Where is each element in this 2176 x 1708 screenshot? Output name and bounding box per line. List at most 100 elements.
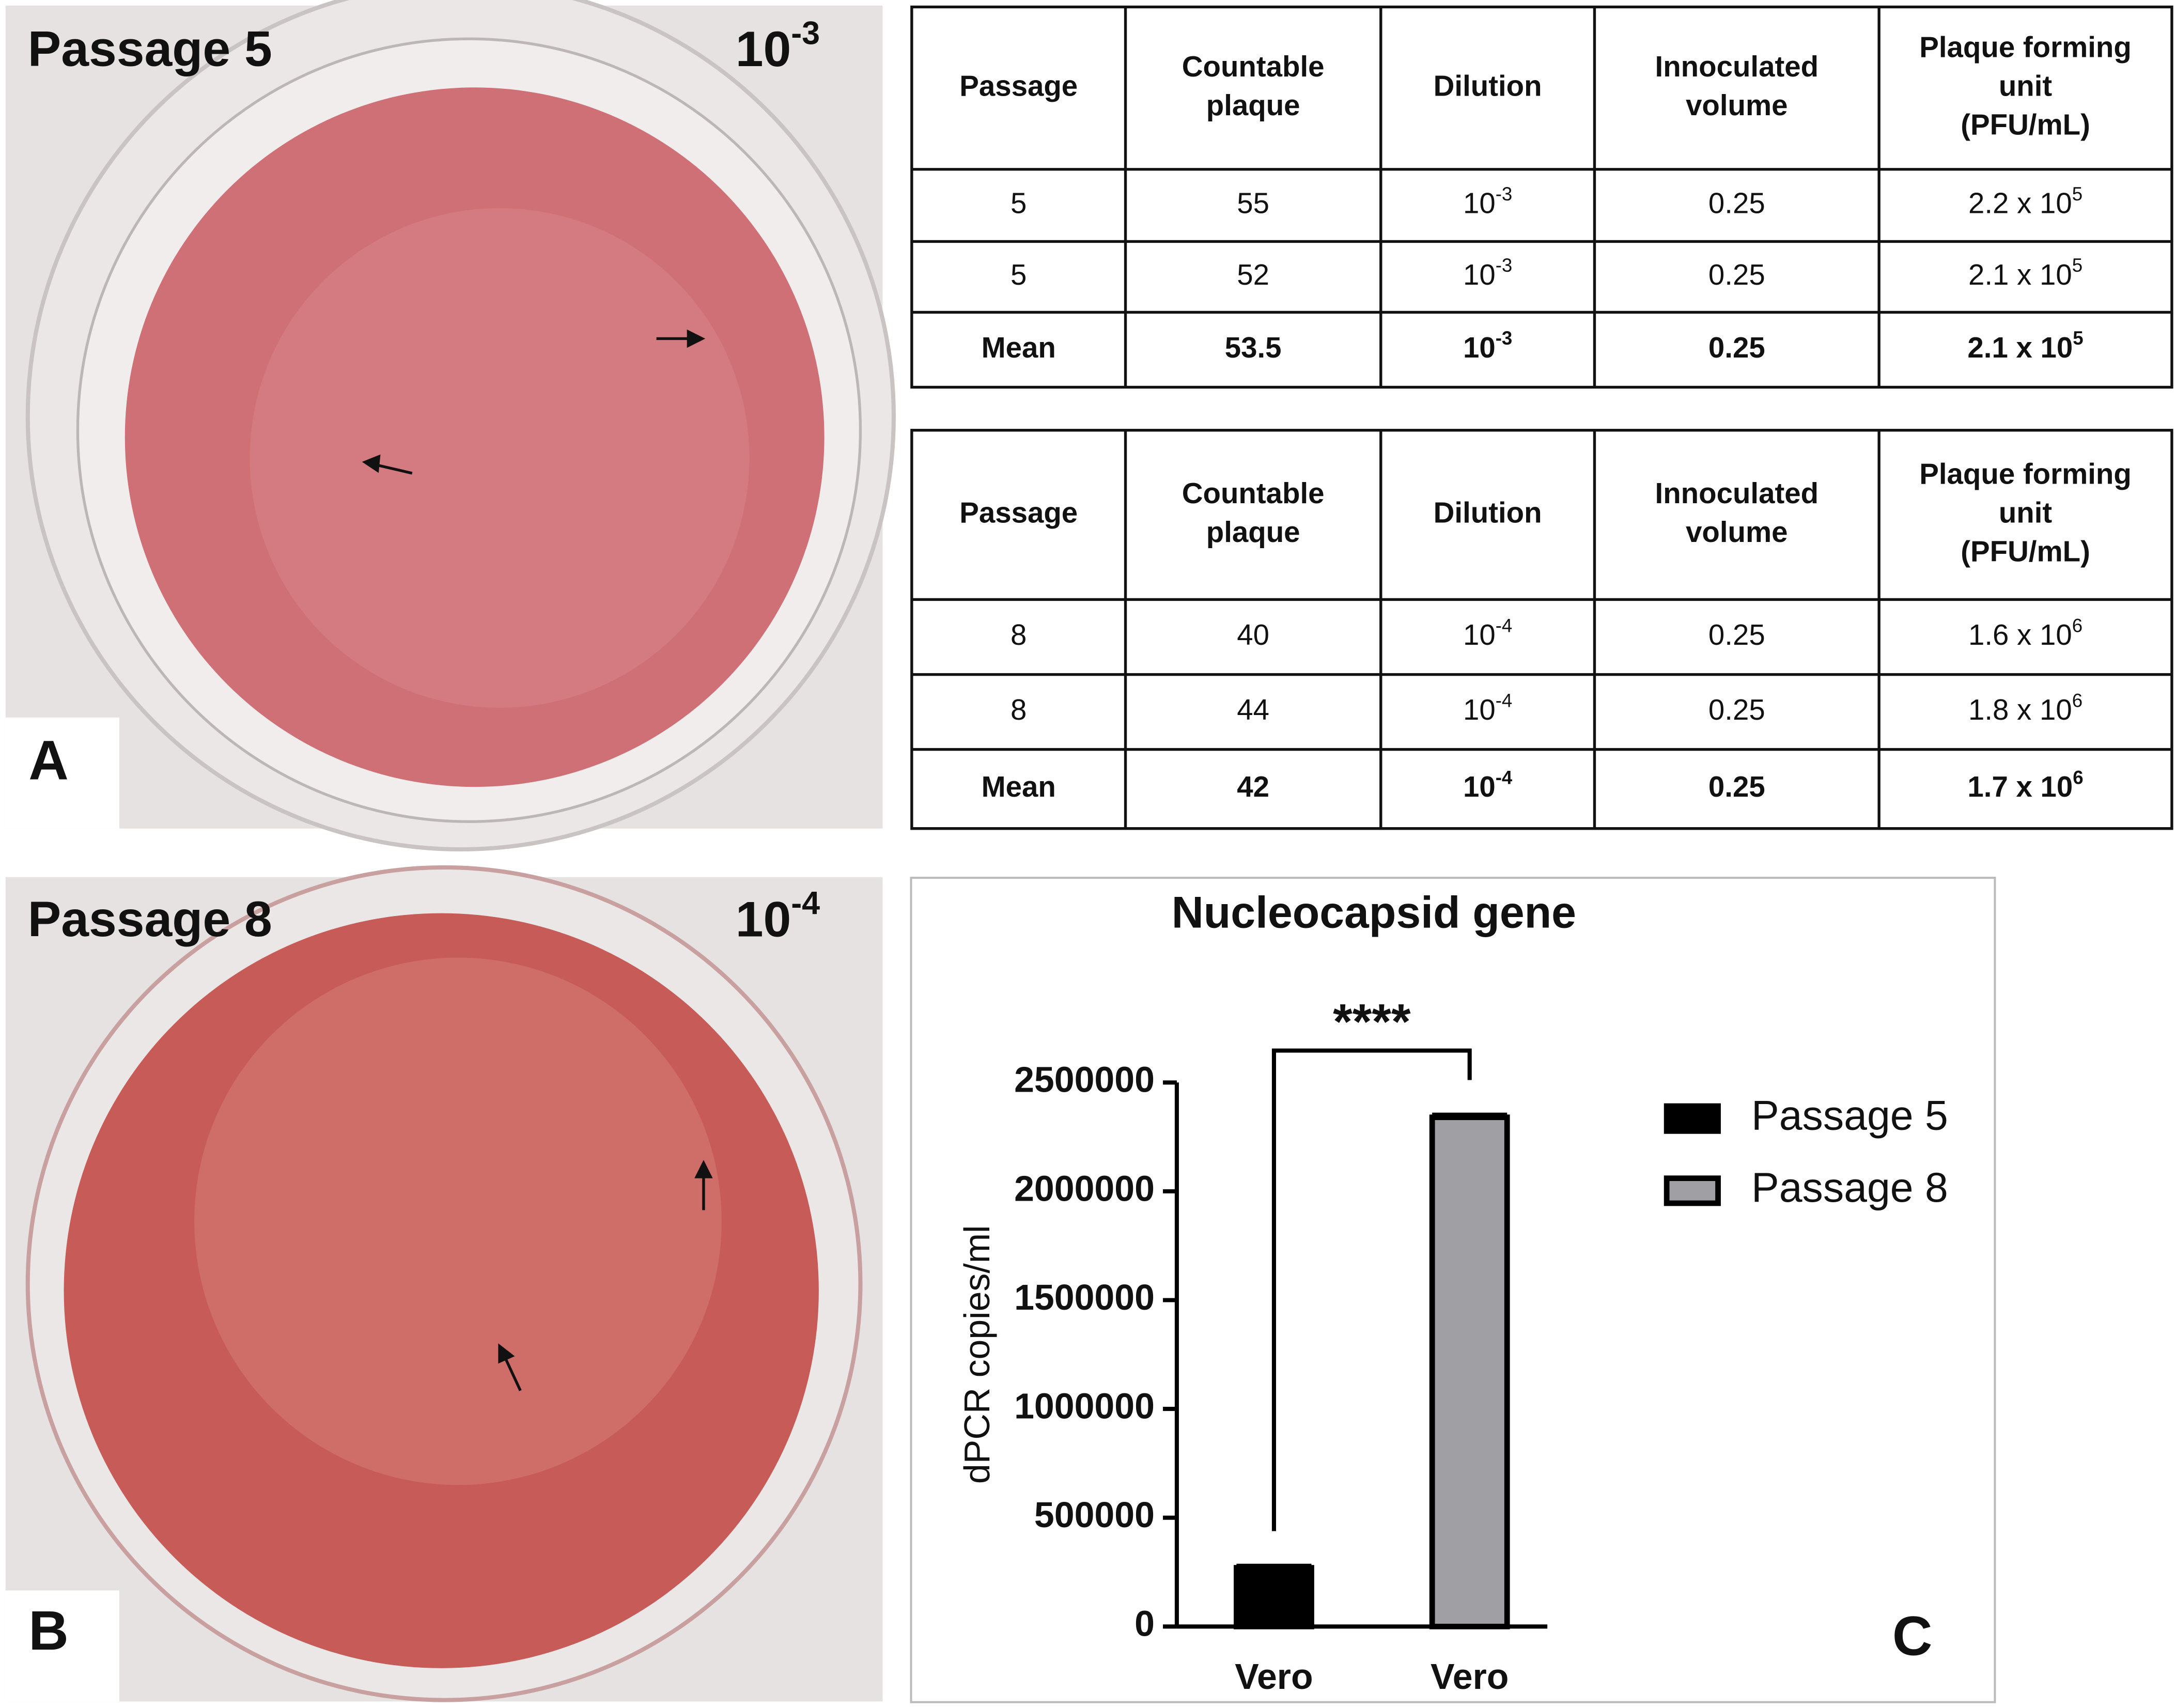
cell-base: 1.7 x 10 bbox=[1967, 770, 2073, 803]
legend-swatch bbox=[1664, 1175, 1721, 1206]
cell: 10-4 bbox=[1463, 615, 1512, 651]
cell: 2.1 x 105 bbox=[1968, 255, 2082, 291]
y-tick-label: 2000000 bbox=[1014, 1168, 1155, 1208]
header-cell: plaque bbox=[1206, 516, 1300, 548]
letter-box bbox=[5, 717, 120, 829]
cell: 8 bbox=[1011, 693, 1027, 726]
letter-box bbox=[5, 1590, 120, 1702]
header-cell: Countable bbox=[1182, 477, 1325, 509]
cell-sup: -3 bbox=[1496, 255, 1513, 276]
header-cell: (PFU/mL) bbox=[1961, 535, 2090, 568]
header-cell: (PFU/mL) bbox=[1961, 108, 2090, 141]
header-cell: unit bbox=[1999, 496, 2053, 529]
cell-base: 1.6 x 10 bbox=[1968, 618, 2072, 651]
cell: 10-3 bbox=[1463, 328, 1512, 364]
y-axis-label: dPCR copies/ml bbox=[957, 1225, 997, 1484]
cell-sup: 6 bbox=[2072, 615, 2082, 636]
table: Passage Countable plaque Dilution Innoculate… bbox=[910, 5, 2173, 389]
dilution-label: 10-3 bbox=[736, 15, 820, 77]
cell-base: 2.1 x 10 bbox=[1968, 258, 2072, 291]
cell-sup: 5 bbox=[2072, 255, 2082, 276]
arrows bbox=[362, 329, 706, 475]
y-tick-label: 2500000 bbox=[1014, 1060, 1155, 1100]
header-cell: Innoculated bbox=[1655, 50, 1819, 83]
panel-letter: B bbox=[28, 1600, 69, 1662]
legend-label: Passage 5 bbox=[1751, 1092, 1948, 1139]
header-cell: Dilution bbox=[1434, 70, 1542, 102]
cell: 10-3 bbox=[1463, 255, 1512, 291]
header-cell: Dilution bbox=[1434, 496, 1542, 529]
cell: 42 bbox=[1237, 770, 1269, 803]
table-border bbox=[910, 5, 2173, 389]
y-tick-label: 1000000 bbox=[1014, 1386, 1155, 1426]
significance-bracket bbox=[1271, 1048, 1472, 1531]
cell: 1.6 x 106 bbox=[1968, 615, 2082, 651]
cell-base: 2.1 x 10 bbox=[1967, 331, 2073, 364]
cell: Mean bbox=[982, 331, 1056, 364]
cell-sup: -4 bbox=[1496, 690, 1513, 711]
dish-medium bbox=[125, 87, 825, 787]
cell-sup: -4 bbox=[1496, 767, 1513, 788]
cell-base: 10 bbox=[1463, 693, 1496, 726]
cell: 2.2 x 105 bbox=[1968, 183, 2082, 220]
panel-letter: C bbox=[1892, 1605, 1933, 1667]
legend-swatch bbox=[1664, 1103, 1721, 1134]
header-cell: unit bbox=[1999, 70, 2053, 102]
cell-base: 1.8 x 10 bbox=[1968, 693, 2072, 726]
cell: Mean bbox=[982, 770, 1056, 803]
cell: 2.1 x 105 bbox=[1967, 328, 2083, 364]
cell-base: 10 bbox=[1463, 770, 1496, 803]
header-cell: Passage bbox=[959, 496, 1078, 529]
header-cell: Passage bbox=[959, 70, 1078, 102]
dish-plaques bbox=[194, 957, 722, 1485]
cell: 44 bbox=[1237, 693, 1269, 726]
panel-letter: A bbox=[28, 729, 69, 791]
cell: 1.7 x 106 bbox=[1967, 767, 2083, 803]
dish-medium bbox=[64, 913, 819, 1668]
cell-base: 10 bbox=[1463, 618, 1496, 651]
cell: 52 bbox=[1237, 258, 1269, 291]
table: Passage Countable plaque Dilution Innoculate… bbox=[910, 429, 2173, 830]
cell-base: 10 bbox=[1463, 187, 1496, 219]
cell-base: 2.2 x 10 bbox=[1968, 187, 2072, 219]
header-cell: Plaque forming bbox=[1919, 457, 2132, 490]
panel-title: Passage 5 bbox=[28, 21, 272, 77]
header-cell: Countable bbox=[1182, 50, 1325, 83]
x-tick-label: Vero bbox=[1431, 1656, 1509, 1697]
cell: 0.25 bbox=[1708, 258, 1765, 291]
cell: 5 bbox=[1011, 258, 1027, 291]
y-tick-label: 0 bbox=[1134, 1604, 1155, 1644]
dilution-label-base: 10 bbox=[736, 21, 791, 77]
cell-sup: -3 bbox=[1496, 328, 1513, 349]
cell: 40 bbox=[1237, 618, 1269, 651]
cell: 0.25 bbox=[1708, 770, 1765, 803]
header-cell: volume bbox=[1686, 89, 1788, 121]
cell: 55 bbox=[1237, 187, 1269, 219]
arrows bbox=[498, 1160, 713, 1391]
header-cell: Plaque forming bbox=[1919, 30, 2132, 63]
header-cell: volume bbox=[1686, 516, 1788, 548]
cell: 1.8 x 106 bbox=[1968, 690, 2082, 726]
dilution-label-sup: -3 bbox=[791, 15, 820, 51]
cell: 10-3 bbox=[1463, 183, 1512, 220]
cell-sup: -4 bbox=[1496, 615, 1513, 636]
cell-sup: 6 bbox=[2073, 767, 2083, 788]
cell: 5 bbox=[1011, 187, 1027, 219]
cell: 0.25 bbox=[1708, 618, 1765, 651]
legend-label: Passage 8 bbox=[1751, 1164, 1948, 1211]
dilution-label: 10-4 bbox=[736, 885, 820, 947]
y-tick-label: 500000 bbox=[1034, 1495, 1155, 1535]
cell: 0.25 bbox=[1708, 693, 1765, 726]
header-cell: Innoculated bbox=[1655, 477, 1819, 509]
dish-plaques bbox=[250, 208, 750, 708]
cell: 0.25 bbox=[1708, 331, 1765, 364]
cell-sup: 6 bbox=[2072, 690, 2082, 711]
bar bbox=[1234, 1565, 1314, 1629]
dilution-label-sup: -4 bbox=[791, 885, 820, 921]
cell: 10-4 bbox=[1463, 690, 1512, 726]
bar bbox=[1429, 1114, 1510, 1629]
table-border bbox=[910, 429, 2173, 830]
cell-sup: -3 bbox=[1496, 183, 1513, 205]
cell: 8 bbox=[1011, 618, 1027, 651]
